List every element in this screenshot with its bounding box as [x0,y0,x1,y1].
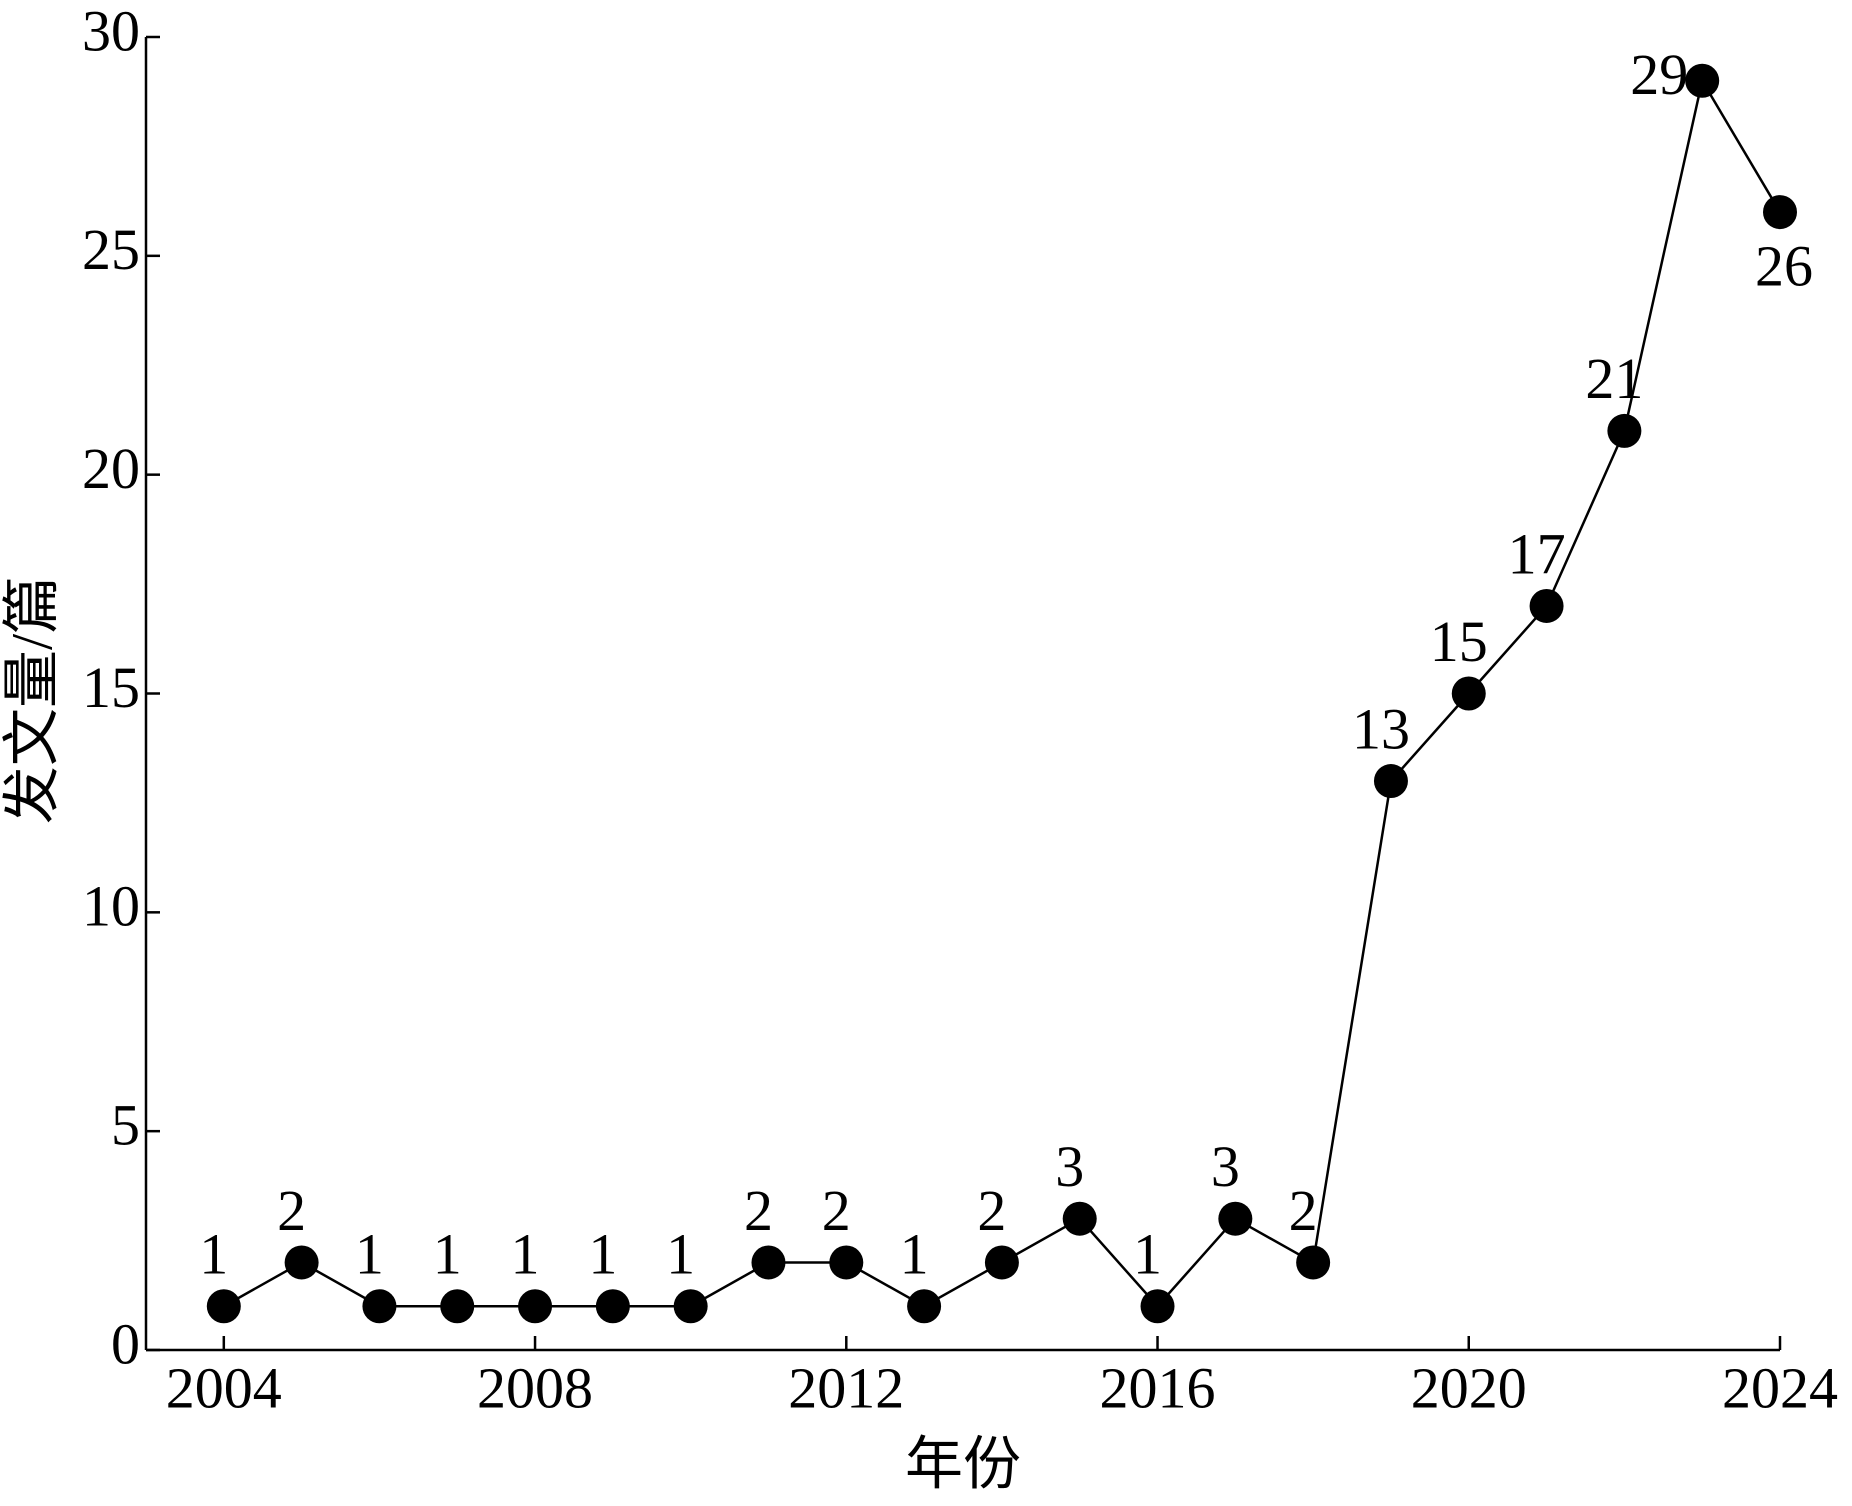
data-label: 1 [1133,1222,1162,1287]
data-label: 1 [199,1222,228,1287]
y-tick-label: 30 [82,0,140,63]
x-tick-label: 2008 [477,1355,593,1420]
y-tick-label: 25 [82,217,140,282]
line [223,77,1782,1309]
x-axis-label: 年份 [905,1431,1021,1496]
point [595,1289,630,1324]
point [1218,1201,1253,1236]
point [1373,764,1408,799]
data-label: 26 [1755,233,1813,298]
point [284,1245,319,1280]
point [984,1245,1019,1280]
point [829,1245,864,1280]
point [1685,63,1720,98]
data-label: 2 [977,1178,1006,1243]
data-label: 1 [433,1222,462,1287]
data-label: 21 [1585,346,1643,411]
data-label: 1 [511,1222,540,1287]
data-label: 1 [355,1222,384,1287]
point [1062,1201,1097,1236]
point [1529,588,1564,623]
x-tick-label: 2012 [788,1355,904,1420]
point [206,1289,241,1324]
x-tick-label: 2020 [1411,1355,1527,1420]
y-tick-label: 5 [111,1092,140,1157]
y-tick-label: 10 [82,874,140,939]
point [362,1289,397,1324]
x-tick-label: 2024 [1722,1355,1838,1420]
data-label: 3 [1211,1134,1240,1199]
point [907,1289,942,1324]
point [1140,1289,1175,1324]
data-label: 29 [1630,42,1688,107]
data-label: 2 [744,1178,773,1243]
point [751,1245,786,1280]
y-axis-label: 发文量/篇 [0,576,64,824]
data-label: 2 [822,1178,851,1243]
data-label: 3 [1055,1134,1084,1199]
data-label: 17 [1508,521,1566,586]
data-label: 1 [588,1222,617,1287]
point [1296,1245,1331,1280]
point [518,1289,553,1324]
point [1763,195,1797,230]
data-label: 1 [666,1222,695,1287]
point [440,1289,475,1324]
data-label: 13 [1352,696,1410,761]
x-tick-label: 2016 [1100,1355,1216,1420]
data-label: 15 [1430,609,1488,674]
data-label: 1 [900,1222,929,1287]
point [1607,413,1642,448]
data-label: 2 [277,1178,306,1243]
y-tick-label: 0 [111,1311,140,1376]
point [673,1289,708,1324]
y-tick-label: 15 [82,655,140,720]
x-tick-label: 2004 [166,1355,282,1420]
data-label: 2 [1289,1178,1318,1243]
point [1451,676,1486,711]
y-tick-label: 20 [82,436,140,501]
